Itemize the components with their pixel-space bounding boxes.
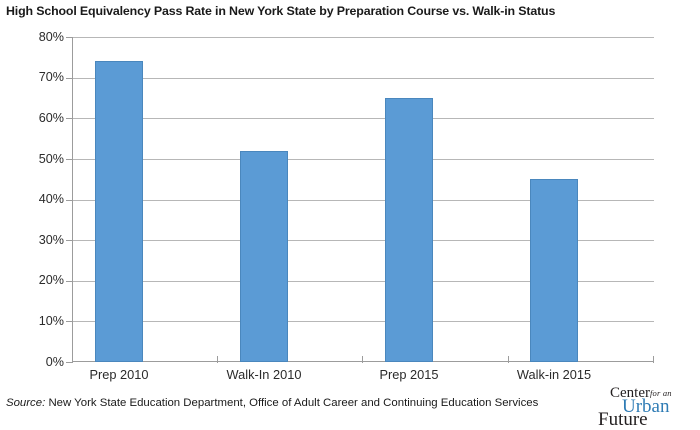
x-axis-label-walk-in-2015: Walk-in 2015 <box>516 367 592 382</box>
logo-word-for-an: for an <box>649 388 672 398</box>
y-axis-tick <box>66 362 72 363</box>
y-axis-tick <box>66 118 72 119</box>
bar-walk-in-2015[interactable] <box>530 179 578 362</box>
y-axis-line <box>72 37 73 363</box>
y-axis-tick <box>66 200 72 201</box>
source-note: Source: New York State Education Departm… <box>6 396 538 410</box>
x-axis-category-separator <box>362 356 363 363</box>
y-axis-tick-label: 40% <box>38 192 64 206</box>
x-axis-category-separator <box>508 356 509 363</box>
y-axis-tick <box>66 37 72 38</box>
logo-word-center: Center <box>610 385 650 401</box>
bar-prep-2015[interactable] <box>385 97 433 362</box>
source-label: Source: <box>6 397 46 409</box>
logo-line-center: Centerfor an <box>610 385 672 401</box>
x-axis-labels: Prep 2010 Walk-In 2010 Prep 2015 Walk-in… <box>72 366 654 388</box>
y-axis-tick-label: 60% <box>38 111 64 125</box>
y-axis-tick-label: 70% <box>38 70 64 84</box>
y-axis-tick <box>66 240 72 241</box>
gridlines <box>72 37 654 362</box>
x-axis-label-prep-2010: Prep 2010 <box>89 367 149 382</box>
y-axis-tick-label: 0% <box>45 355 64 369</box>
source-text: New York State Education Department, Off… <box>48 397 539 409</box>
y-axis-tick-label: 10% <box>38 314 64 328</box>
gridline-0-baseline <box>72 361 654 362</box>
gridline-60 <box>72 118 654 119</box>
gridline-10 <box>72 321 654 322</box>
center-for-an-urban-future-logo: Centerfor an Urban Future <box>596 385 696 430</box>
gridline-80 <box>72 37 654 38</box>
logo-word-urban: Urban <box>622 396 670 417</box>
bars <box>72 37 654 362</box>
y-axis-tick-label: 20% <box>38 273 64 287</box>
y-axis-tick-label: 80% <box>38 30 64 44</box>
bar-prep-2010[interactable] <box>95 61 143 362</box>
y-axis-tick <box>66 159 72 160</box>
plot-area <box>72 37 654 362</box>
gridline-70 <box>72 78 654 79</box>
x-axis-label-prep-2015: Prep 2015 <box>379 367 439 382</box>
y-axis-tick-label: 30% <box>38 233 64 247</box>
y-axis-tick-label: 50% <box>38 152 64 166</box>
y-axis-tick <box>66 78 72 79</box>
chart-title: High School Equivalency Pass Rate in New… <box>6 4 556 18</box>
y-axis-tick <box>66 281 72 282</box>
y-axis-tick <box>66 321 72 322</box>
x-axis-end-tick <box>653 356 654 363</box>
y-axis-labels: 80% 70% 60% 50% 40% 30% 20% 10% 0% <box>0 0 64 430</box>
bar-walk-in-2010[interactable] <box>240 150 288 362</box>
gridline-30 <box>72 240 654 241</box>
gridline-40 <box>72 200 654 201</box>
x-axis-category-separator <box>217 356 218 363</box>
logo-word-future: Future <box>598 409 648 430</box>
x-axis-label-walk-in-2010: Walk-In 2010 <box>226 367 302 382</box>
gridline-50 <box>72 159 654 160</box>
gridline-20 <box>72 281 654 282</box>
